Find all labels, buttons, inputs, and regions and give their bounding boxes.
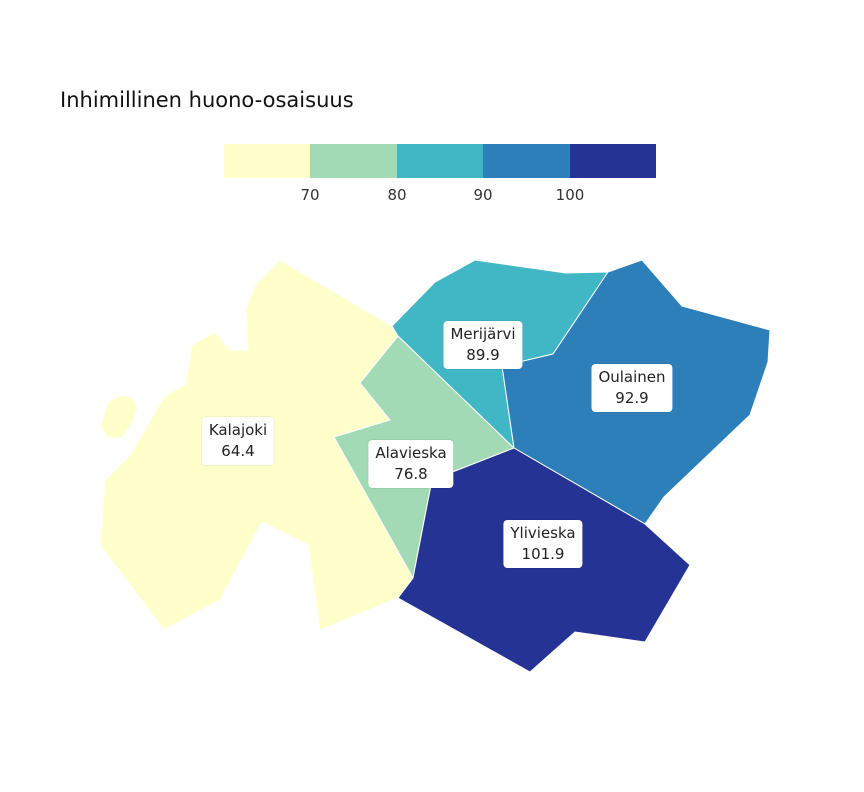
- legend-tick-70: 70: [300, 186, 320, 204]
- label-kalajoki-value: 64.4: [221, 442, 255, 460]
- label-oulainen-name: Oulainen: [598, 368, 666, 386]
- label-merijarvi-name: Merijärvi: [450, 325, 516, 343]
- label-ylivieska-name: Ylivieska: [510, 524, 576, 542]
- label-oulainen-value: 92.9: [615, 389, 649, 407]
- legend-tick-80: 80: [387, 186, 407, 204]
- region-kalajoki-island[interactable]: [99, 395, 139, 439]
- label-alavieska: Alavieska 76.8: [368, 440, 454, 488]
- legend-bin-1: [224, 144, 311, 178]
- legend-bin-5: [569, 144, 656, 178]
- label-ylivieska: Ylivieska 101.9: [503, 520, 583, 568]
- label-merijarvi-value: 89.9: [466, 346, 500, 364]
- label-oulainen: Oulainen 92.9: [591, 364, 673, 412]
- label-kalajoki-name: Kalajoki: [208, 421, 268, 439]
- label-merijarvi: Merijärvi 89.9: [443, 321, 523, 369]
- label-ylivieska-value: 101.9: [521, 545, 565, 563]
- color-legend: [224, 144, 656, 178]
- legend-bin-3: [396, 144, 484, 178]
- map-title: Inhimillinen huono-osaisuus: [60, 88, 354, 112]
- legend-tick-100: 100: [555, 186, 585, 204]
- label-alavieska-value: 76.8: [394, 465, 428, 483]
- legend-tick-90: 90: [473, 186, 493, 204]
- label-kalajoki: Kalajoki 64.4: [201, 417, 275, 465]
- label-alavieska-name: Alavieska: [375, 444, 447, 462]
- legend-bin-4: [483, 144, 570, 178]
- legend-bin-2: [310, 144, 397, 178]
